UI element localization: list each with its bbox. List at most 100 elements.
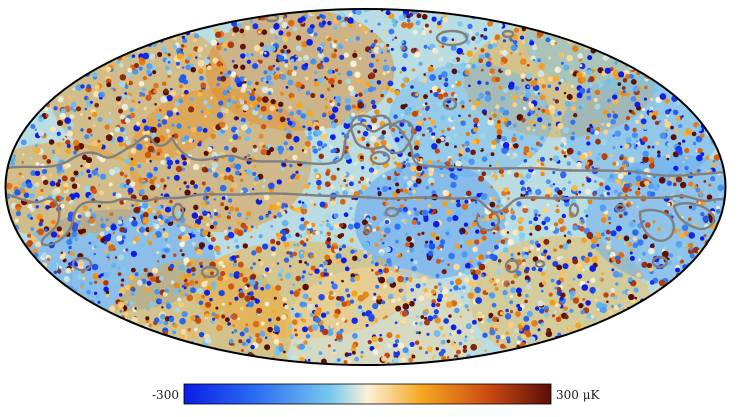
- map-speckle: [489, 253, 495, 259]
- map-speckle: [493, 232, 496, 235]
- map-speckle: [543, 276, 547, 280]
- map-speckle: [607, 99, 611, 103]
- map-speckle: [175, 307, 180, 312]
- map-speckle: [370, 30, 373, 33]
- map-speckle: [118, 194, 122, 198]
- map-speckle: [550, 158, 553, 161]
- map-speckle: [431, 303, 436, 308]
- map-speckle: [492, 215, 496, 219]
- map-speckle: [22, 153, 25, 156]
- map-speckle: [54, 271, 57, 274]
- map-speckle: [148, 241, 152, 245]
- map-speckle: [710, 159, 712, 161]
- map-speckle: [21, 176, 23, 178]
- map-speckle: [298, 288, 301, 291]
- map-speckle: [595, 232, 601, 238]
- map-speckle: [619, 214, 623, 218]
- map-speckle: [577, 53, 583, 59]
- map-speckle: [378, 337, 383, 342]
- map-speckle: [406, 236, 412, 242]
- map-speckle: [416, 136, 420, 140]
- map-speckle: [242, 342, 246, 346]
- map-speckle: [144, 268, 148, 272]
- map-speckle: [340, 233, 344, 237]
- map-speckle: [358, 295, 365, 302]
- map-speckle: [584, 257, 590, 263]
- map-speckle: [561, 290, 564, 293]
- map-speckle: [251, 225, 254, 228]
- map-speckle: [212, 161, 219, 168]
- map-speckle: [175, 160, 180, 165]
- map-speckle: [345, 184, 348, 187]
- map-speckle: [381, 130, 386, 135]
- map-speckle: [302, 326, 308, 332]
- map-speckle: [97, 174, 100, 177]
- map-speckle: [386, 332, 392, 338]
- map-speckle: [249, 95, 255, 101]
- map-speckle: [205, 280, 208, 283]
- map-speckle: [504, 221, 508, 225]
- map-speckle: [298, 18, 304, 24]
- map-speckle: [244, 78, 247, 81]
- map-speckle: [543, 249, 547, 253]
- map-speckle: [402, 303, 409, 310]
- colorbar-min-label: -300: [152, 388, 179, 402]
- map-speckle: [674, 129, 678, 133]
- map-speckle: [613, 99, 619, 105]
- map-speckle: [143, 76, 147, 80]
- map-speckle: [626, 137, 632, 143]
- map-speckle: [710, 176, 715, 181]
- map-speckle: [557, 123, 563, 129]
- map-speckle: [280, 92, 284, 96]
- map-speckle: [131, 158, 134, 161]
- map-speckle: [546, 328, 551, 333]
- map-speckle: [401, 357, 406, 362]
- map-speckle: [340, 174, 345, 179]
- map-speckle: [341, 317, 345, 321]
- map-speckle: [416, 178, 422, 184]
- map-speckle: [360, 355, 363, 358]
- map-speckle: [466, 64, 471, 69]
- map-speckle: [301, 217, 305, 221]
- map-speckle: [149, 301, 154, 306]
- map-speckle: [259, 216, 264, 221]
- map-speckle: [349, 23, 354, 28]
- map-speckle: [548, 56, 551, 59]
- map-speckle: [408, 358, 413, 363]
- map-speckle: [262, 29, 268, 35]
- map-speckle: [345, 288, 349, 292]
- map-speckle: [317, 141, 323, 147]
- map-speckle: [388, 314, 391, 317]
- map-speckle: [678, 124, 682, 128]
- map-speckle: [220, 71, 223, 74]
- map-speckle: [172, 330, 176, 334]
- map-speckle: [42, 169, 47, 174]
- map-speckle: [73, 170, 78, 175]
- map-speckle: [167, 111, 173, 117]
- map-speckle: [204, 115, 207, 118]
- map-speckle: [16, 207, 21, 212]
- map-speckle: [204, 44, 207, 47]
- map-speckle: [254, 176, 259, 181]
- map-speckle: [610, 230, 616, 236]
- map-speckle: [120, 310, 123, 313]
- map-speckle: [142, 217, 149, 224]
- map-speckle: [423, 73, 426, 76]
- map-speckle: [410, 342, 415, 347]
- map-speckle: [179, 76, 186, 83]
- map-speckle: [535, 225, 542, 232]
- map-speckle: [325, 234, 328, 237]
- map-speckle: [68, 246, 72, 250]
- map-speckle: [379, 179, 385, 185]
- map-speckle: [62, 175, 68, 181]
- map-speckle: [78, 229, 81, 232]
- map-speckle: [510, 310, 513, 313]
- map-speckle: [407, 180, 413, 186]
- map-speckle: [690, 253, 695, 258]
- map-speckle: [123, 200, 125, 202]
- map-speckle: [394, 265, 398, 269]
- map-speckle: [409, 13, 413, 17]
- map-speckle: [336, 302, 341, 307]
- map-speckle: [240, 223, 246, 229]
- map-speckle: [188, 106, 194, 112]
